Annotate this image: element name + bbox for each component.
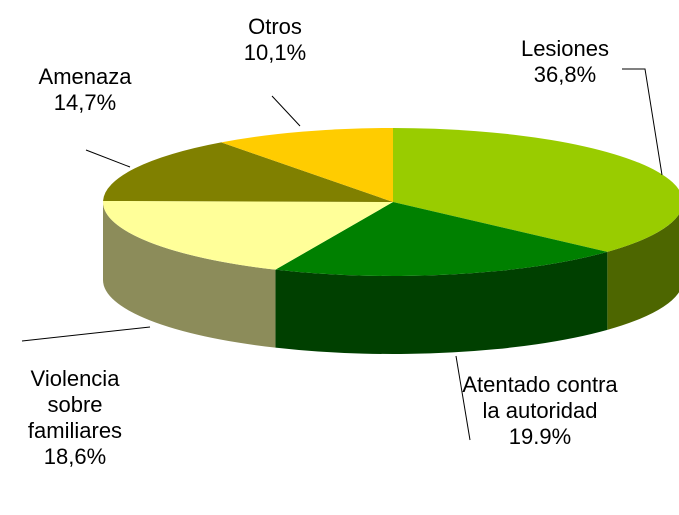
- category-label: Atentado contra la autoridad: [462, 372, 618, 423]
- slice-side: [275, 251, 608, 354]
- slice: [275, 202, 608, 276]
- slice: [103, 142, 393, 202]
- slice-label: Amenaza 14,7%: [5, 64, 165, 116]
- leader-line: [271, 95, 301, 127]
- value-label: 14,7%: [53, 90, 117, 115]
- slice: [221, 128, 393, 202]
- slice-label: Otros 10,1%: [200, 14, 350, 66]
- leader-line: [622, 68, 663, 176]
- slice-side: [103, 202, 276, 348]
- value-label: 10,1%: [243, 40, 307, 65]
- category-label: Violencia sobre familiares: [27, 366, 123, 443]
- value-label: 18,6%: [43, 444, 107, 469]
- slice-side: [607, 214, 679, 330]
- leader-line: [85, 149, 131, 168]
- leader-lines: [21, 68, 663, 441]
- slice-label: Atentado contra la autoridad 19.9%: [455, 372, 625, 450]
- slice-label: Lesiones 36,8%: [480, 36, 650, 88]
- value-label: 36,8%: [533, 62, 597, 87]
- slices: [103, 128, 679, 354]
- slice: [103, 200, 394, 270]
- category-label: Amenaza: [38, 64, 132, 89]
- category-label: Otros: [248, 14, 302, 39]
- value-label: 19.9%: [508, 424, 572, 449]
- category-label: Lesiones: [520, 36, 610, 61]
- slice-label: Violencia sobre familiares 18,6%: [0, 366, 150, 470]
- leader-line: [455, 355, 471, 441]
- leader-line: [21, 326, 151, 342]
- slice: [393, 128, 679, 252]
